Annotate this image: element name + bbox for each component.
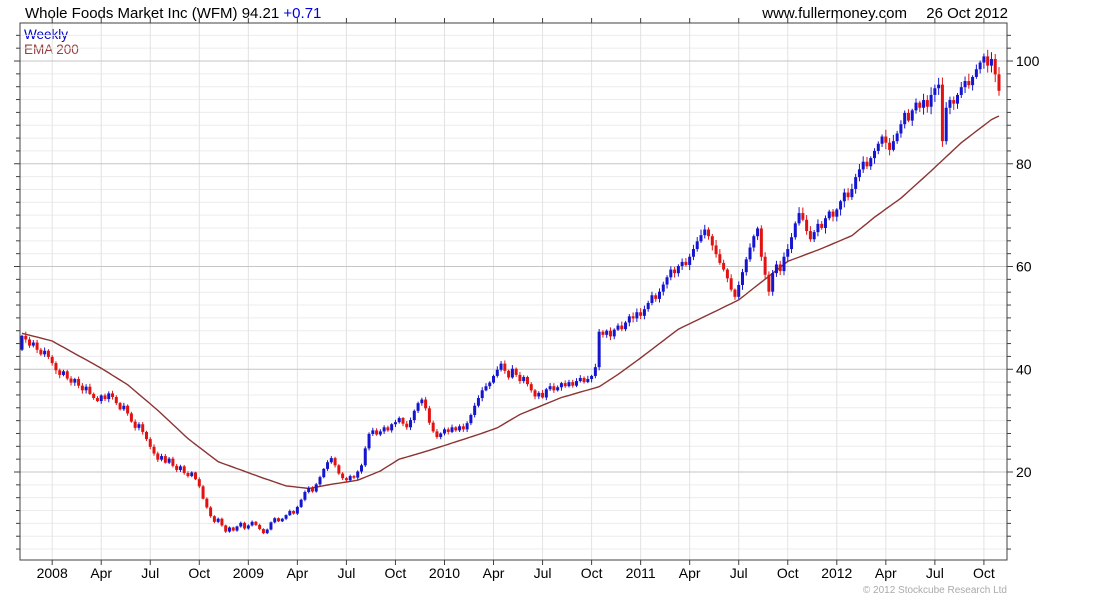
- website-url: www.fullermoney.com: [762, 5, 907, 22]
- x-tick-label: 2009: [233, 565, 264, 581]
- ema-line: [21, 115, 1000, 490]
- y-tick-label: 100: [1016, 53, 1040, 69]
- gridlines: [20, 23, 1007, 560]
- y-tick-label: 80: [1016, 156, 1032, 172]
- x-tick-label: Oct: [777, 565, 799, 581]
- y-tick-label: 40: [1016, 361, 1032, 377]
- x-tick-label: Oct: [581, 565, 603, 581]
- y-tick-label: 20: [1016, 464, 1032, 480]
- x-tick-label: Jul: [141, 565, 159, 581]
- y-axis-labels: 20 40 60 80 100: [1016, 53, 1040, 480]
- x-tick-label: 2012: [821, 565, 852, 581]
- y-tick-label: 60: [1016, 259, 1032, 275]
- x-tick-label: Jul: [730, 565, 748, 581]
- candlesticks: [20, 49, 1001, 535]
- x-tick-label: Apr: [286, 565, 308, 581]
- x-tick-label: Oct: [188, 565, 210, 581]
- x-tick-label: Apr: [875, 565, 897, 581]
- x-tick-label: Jul: [337, 565, 355, 581]
- x-tick-label: Apr: [90, 565, 112, 581]
- ema-label: EMA 200: [24, 42, 79, 57]
- instrument-title-text: Whole Foods Market Inc (WFM) 94.21: [25, 5, 280, 22]
- x-tick-label: 2011: [626, 565, 656, 581]
- x-tick-label: Apr: [679, 565, 701, 581]
- x-tick-label: 2008: [37, 565, 68, 581]
- x-tick-label: Oct: [973, 565, 995, 581]
- x-tick-label: 2010: [429, 565, 460, 581]
- x-tick-label: Jul: [534, 565, 552, 581]
- x-axis-labels: 2008 Apr Jul Oct 2009 Apr Jul Oct 2010 Apr Jul Oct 2…: [37, 565, 995, 581]
- axes: [14, 18, 1013, 565]
- timeframe-label: Weekly: [24, 27, 69, 42]
- price-change: +0.71: [283, 5, 322, 22]
- x-tick-label: Apr: [483, 565, 505, 581]
- x-tick-label: Jul: [926, 565, 944, 581]
- instrument-title: Whole Foods Market Inc (WFM) 94.21 +0.71: [25, 5, 321, 22]
- copyright-notice: © 2012 Stockcube Research Ltd: [862, 585, 1007, 596]
- chart-date: 26 Oct 2012: [926, 5, 1008, 22]
- x-tick-label: Oct: [385, 565, 407, 581]
